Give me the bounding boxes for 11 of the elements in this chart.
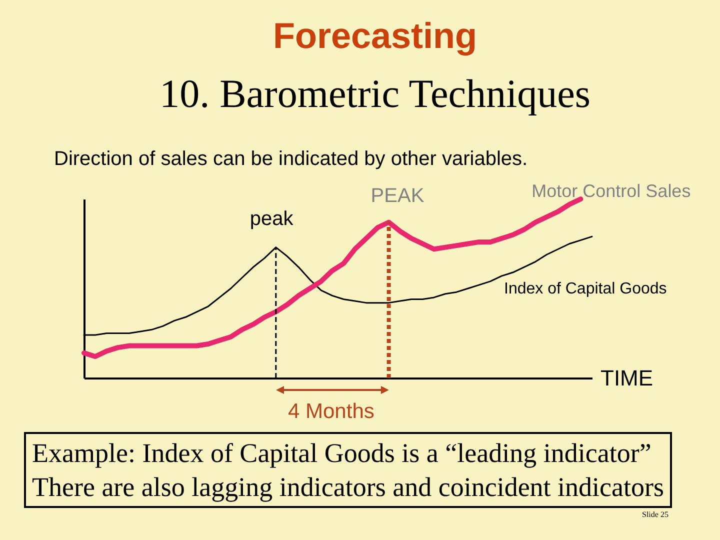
- x-axis-title: TIME: [600, 366, 654, 390]
- annotation: PEAK: [370, 185, 424, 208]
- chart-title: Forecasting: [272, 15, 478, 56]
- annotation: peak: [250, 208, 294, 231]
- text: Example: Index of Capital Goods is a “leading indicator” There are also lagging indicators and coincident indicators: [24, 432, 672, 508]
- chart-subtitle: 10. Barometric Techniques: [158, 70, 592, 117]
- series-label: Index of Capital Goods: [504, 280, 667, 298]
- text: Direction of sales can be indicated by other variables.: [54, 148, 528, 171]
- series-label: Motor Control Sales: [532, 181, 691, 201]
- text: 4 Months: [288, 400, 374, 424]
- text: Slide 25: [642, 510, 668, 519]
